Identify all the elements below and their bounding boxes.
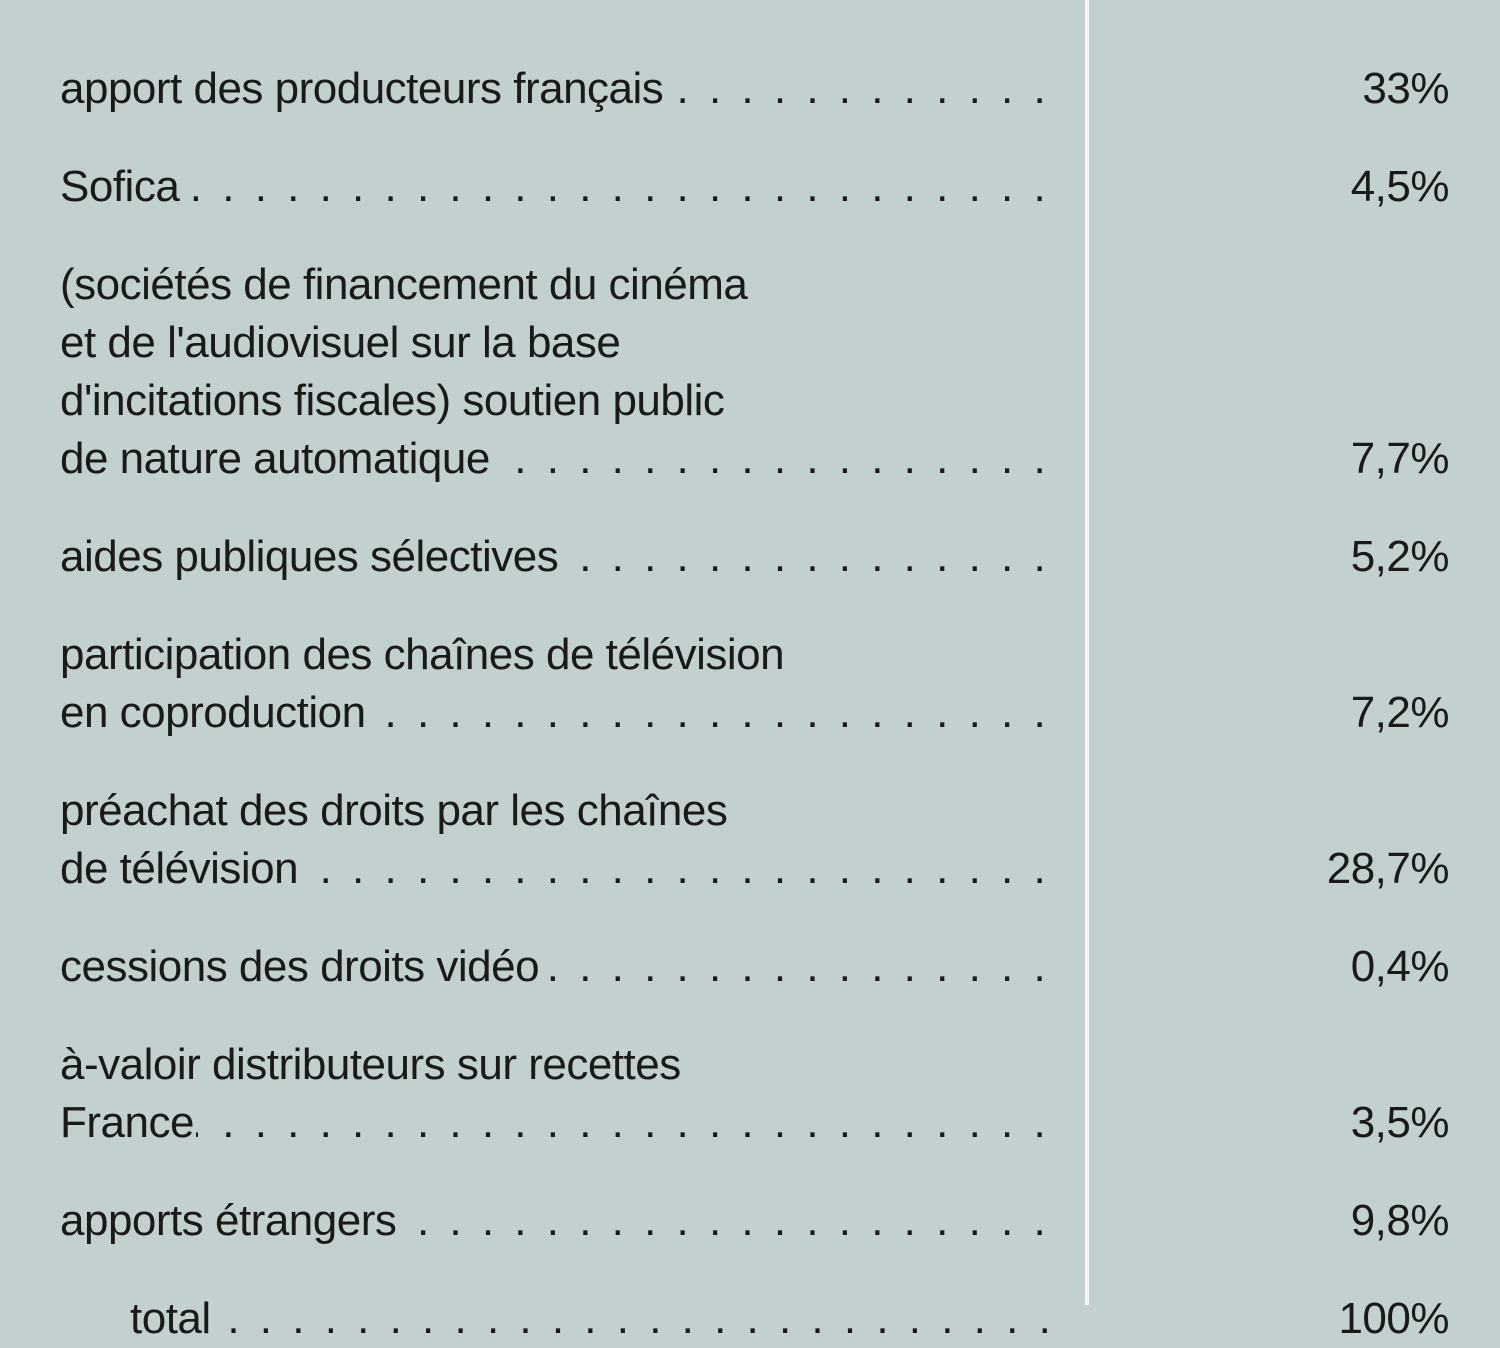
table-row-label: cessions des droits vidéo bbox=[60, 938, 1060, 996]
value-text: 0,4% bbox=[1351, 938, 1449, 996]
label-text: France bbox=[60, 1098, 196, 1147]
value-text: 7,2% bbox=[1351, 684, 1449, 742]
financing-table: apport des producteurs français Sofica (so… bbox=[0, 0, 1500, 1305]
table-row-value: 3,5% bbox=[1119, 1036, 1449, 1152]
table-row-label: préachat des droits par les chaînesde té… bbox=[60, 782, 1060, 898]
label-text: apport des producteurs français bbox=[60, 64, 665, 113]
label-text: apports étrangers bbox=[60, 1196, 398, 1245]
table-row-label: apport des producteurs français bbox=[60, 60, 1060, 118]
label-text: participation des chaînes de télévision bbox=[60, 626, 1060, 684]
label-text: de nature automatique bbox=[60, 434, 492, 483]
labels-column: apport des producteurs français Sofica (so… bbox=[0, 0, 1085, 1305]
table-row-label: (sociétés de financement du cinémaet de … bbox=[60, 256, 1060, 488]
table-row-value: 0,4% bbox=[1119, 938, 1449, 996]
table-row-label: à-valoir distributeurs sur recettesFranc… bbox=[60, 1036, 1060, 1152]
table-row-label: aides publiques sélectives bbox=[60, 528, 1060, 586]
label-text: et de l'audiovisuel sur la base bbox=[60, 314, 1060, 372]
table-row-value: 7,7% bbox=[1119, 256, 1449, 488]
value-text: 5,2% bbox=[1351, 528, 1449, 586]
label-text: d'incitations fiscales) soutien public bbox=[60, 372, 1060, 430]
label-text: de télévision bbox=[60, 844, 300, 893]
table-row-label: apports étrangers bbox=[60, 1192, 1060, 1250]
value-text: 33% bbox=[1362, 60, 1449, 118]
table-row-value: 28,7% bbox=[1119, 782, 1449, 898]
table-row-value: 5,2% bbox=[1119, 528, 1449, 586]
value-text: 100% bbox=[1338, 1290, 1449, 1348]
table-row-value: 100% bbox=[1119, 1290, 1449, 1348]
table-row-label: participation des chaînes de télévisione… bbox=[60, 626, 1060, 742]
label-text: Sofica bbox=[60, 162, 181, 211]
value-text: 9,8% bbox=[1351, 1192, 1449, 1250]
label-text: en coproduction bbox=[60, 688, 368, 737]
value-text: 28,7% bbox=[1327, 840, 1449, 898]
value-text: 7,7% bbox=[1351, 430, 1449, 488]
value-text: 4,5% bbox=[1351, 158, 1449, 216]
label-text: (sociétés de financement du cinéma bbox=[60, 256, 1060, 314]
table-row-value: 7,2% bbox=[1119, 626, 1449, 742]
table-row-label: total bbox=[60, 1290, 1060, 1348]
label-text: cessions des droits vidéo bbox=[60, 942, 541, 991]
label-text: à-valoir distributeurs sur recettes bbox=[60, 1036, 1060, 1094]
label-text: total bbox=[130, 1294, 213, 1343]
table-row-value: 33% bbox=[1119, 60, 1449, 118]
value-text: 3,5% bbox=[1351, 1094, 1449, 1152]
label-text: préachat des droits par les chaînes bbox=[60, 782, 1060, 840]
table-row-label: Sofica bbox=[60, 158, 1060, 216]
values-column: 33%4,5%7,7%5,2%7,2%28,7%0,4%3,5%9,8%100% bbox=[1085, 0, 1500, 1305]
label-text: aides publiques sélectives bbox=[60, 532, 560, 581]
table-row-value: 4,5% bbox=[1119, 158, 1449, 216]
table-row-value: 9,8% bbox=[1119, 1192, 1449, 1250]
